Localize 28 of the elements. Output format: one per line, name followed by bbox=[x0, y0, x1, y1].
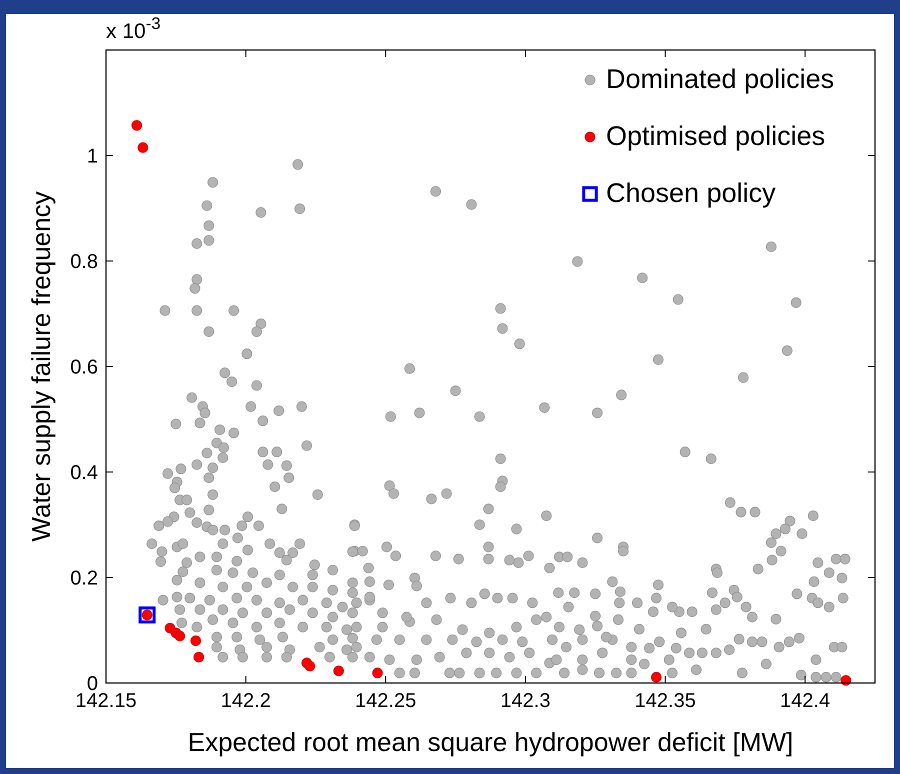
x-tick-label: 142.2 bbox=[220, 690, 271, 712]
point bbox=[840, 675, 852, 686]
point bbox=[194, 652, 204, 662]
x-tick-label: 142.25 bbox=[355, 690, 416, 712]
text: x 10$^{-3}$ bbox=[106, 14, 161, 43]
point bbox=[138, 142, 148, 153]
x-axis-title: Expected root mean square hydropower deficit [MW] bbox=[188, 727, 794, 757]
x-tick-label: 142.35 bbox=[634, 690, 696, 712]
point bbox=[372, 668, 383, 678]
x-tick-label: 142.3 bbox=[500, 690, 550, 712]
y-tick-label: 0.2 bbox=[70, 568, 98, 590]
legend-label: Optimised policies bbox=[606, 121, 826, 151]
legend-label: Chosen policy bbox=[606, 178, 776, 208]
point bbox=[651, 672, 662, 682]
y-tick-label: 1 bbox=[86, 146, 98, 168]
legend-label: Dominated policies bbox=[606, 64, 834, 94]
y-tick-label: 0.8 bbox=[70, 251, 98, 273]
point bbox=[131, 120, 142, 131]
y-axis-title: Water supply failure frequency bbox=[26, 191, 56, 542]
x-tick-label: 142.4 bbox=[780, 690, 830, 712]
point bbox=[138, 606, 156, 624]
y-tick-label: 0.4 bbox=[70, 462, 98, 484]
y-tick-label: 0.6 bbox=[70, 356, 98, 378]
point bbox=[333, 666, 344, 676]
point bbox=[174, 630, 186, 642]
point bbox=[304, 660, 316, 672]
x-tick-label: 142.15 bbox=[75, 690, 137, 712]
point bbox=[190, 636, 202, 646]
